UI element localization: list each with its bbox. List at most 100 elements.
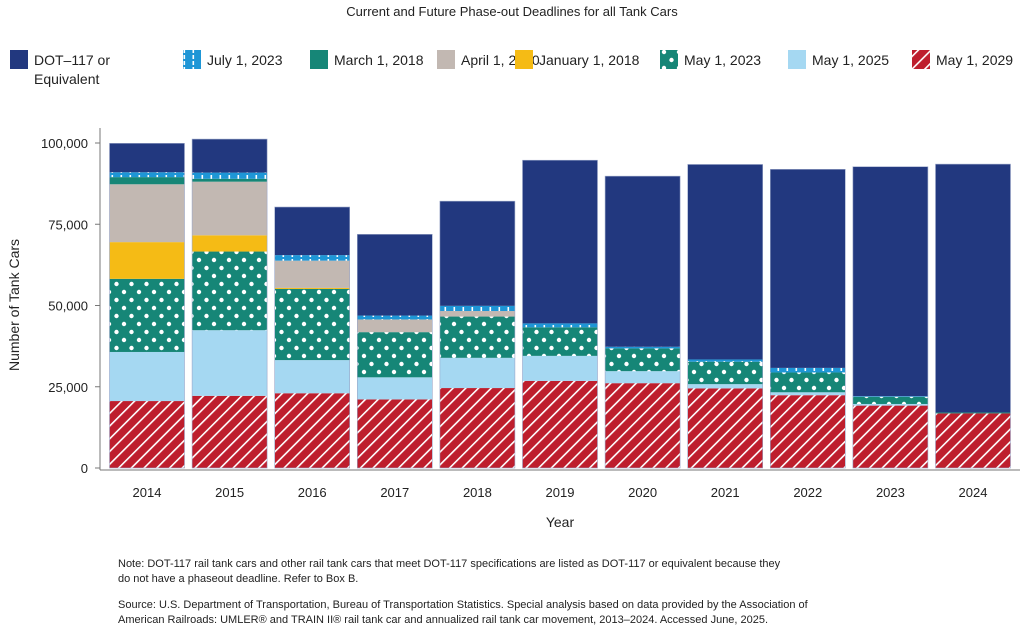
- legend-item-dot-117-or-equivalent: DOT–117 or Equivalent: [10, 50, 110, 87]
- legend-label: March 1, 2018: [334, 52, 424, 68]
- bar-segment-march-1-2018: [192, 178, 268, 182]
- bar-segment-dot-117-or-equivalent: [852, 166, 928, 397]
- bar-segment-dot-117-or-equivalent: [274, 207, 350, 256]
- bar-segment-may-1-2025: [274, 360, 350, 394]
- x-tick-label: 2019: [546, 485, 575, 500]
- bars: [109, 138, 1011, 469]
- bar-segment-july-1-2023: [357, 315, 433, 320]
- bar-segment-may-1-2029: [274, 393, 350, 468]
- bar-segment-april-1-2020: [439, 311, 515, 317]
- bar-segment-dot-117-or-equivalent: [770, 169, 846, 368]
- bar-segment-january-1-2018: [109, 242, 185, 279]
- bar-segment-may-1-2023: [687, 361, 763, 385]
- legend-label: May 1, 2023: [684, 52, 761, 68]
- bar-stack-2023: [852, 166, 929, 469]
- source-line-2: American Railroads: UMLER® and TRAIN II®…: [118, 614, 769, 626]
- bar-segment-may-1-2025: [605, 371, 681, 384]
- x-tick-label: 2024: [959, 485, 988, 500]
- bar-outline: [687, 164, 764, 469]
- legend-swatch: [310, 50, 328, 69]
- bar-stack-2014: [109, 143, 185, 469]
- legend-item-january-1-2018: January 1, 2018: [515, 50, 640, 69]
- bar-segment-march-1-2018: [109, 177, 185, 185]
- y-axis-ticks: 0 25,000 50,000 75,000 100,000: [41, 136, 100, 476]
- bar-stack-2015: [191, 138, 268, 469]
- bar-segment-april-1-2020: [357, 319, 433, 333]
- legend-swatch: [912, 50, 930, 69]
- legend-swatch: [660, 50, 678, 69]
- bar-segment-july-1-2023: [439, 305, 515, 312]
- y-tick-label: 100,000: [41, 136, 88, 151]
- legend-swatch: [515, 50, 533, 69]
- bar-stack-2017: [356, 234, 433, 469]
- bar-outline: [439, 200, 516, 469]
- legend-item-july-1-2023: July 1, 2023: [183, 50, 283, 69]
- bar-outline: [522, 159, 598, 469]
- y-tick-label: 50,000: [48, 299, 88, 314]
- legend-item-may-1-2023: May 1, 2023: [660, 50, 761, 69]
- y-tick-label: 25,000: [48, 380, 88, 395]
- legend-swatch: [183, 50, 201, 69]
- bar-segment-dot-117-or-equivalent: [109, 143, 185, 173]
- bar-outline: [604, 175, 681, 469]
- x-tick-label: 2016: [298, 485, 327, 500]
- bar-stack-2024: [935, 163, 1011, 469]
- bar-segment-january-1-2018: [274, 287, 350, 289]
- x-axis-label: Year: [546, 514, 575, 530]
- bar-stack-2016: [274, 206, 351, 469]
- bar-segment-april-1-2020: [109, 184, 185, 243]
- note-line-2: do not have a phaseout deadline. Refer t…: [118, 573, 359, 585]
- x-tick-label: 2023: [876, 485, 905, 500]
- x-tick-label: 2020: [628, 485, 657, 500]
- bar-stack-2022: [769, 169, 846, 469]
- bar-segment-july-1-2023: [109, 172, 185, 178]
- bar-outline: [274, 206, 351, 469]
- bar-segment-may-1-2029: [935, 413, 1011, 468]
- bar-segment-may-1-2025: [192, 330, 268, 396]
- bar-segment-dot-117-or-equivalent: [935, 164, 1011, 413]
- x-tick-label: 2022: [793, 485, 822, 500]
- bar-segment-may-1-2025: [439, 357, 515, 389]
- bar-segment-may-1-2023: [274, 288, 350, 361]
- legend-label: Equivalent: [34, 71, 99, 87]
- bar-segment-dot-117-or-equivalent: [605, 176, 681, 347]
- bar-stack-2020: [604, 175, 681, 469]
- legend-label: May 1, 2029: [936, 52, 1013, 68]
- x-tick-label: 2021: [711, 485, 740, 500]
- bar-segment-april-1-2020: [192, 181, 268, 236]
- x-tick-label: 2015: [215, 485, 244, 500]
- bar-segment-july-1-2023: [770, 367, 846, 373]
- legend: DOT–117 or Equivalent July 1, 2023 March 1,…: [10, 50, 1013, 87]
- bar-segment-april-1-2020: [274, 260, 350, 288]
- bar-segment-may-1-2025: [357, 377, 433, 400]
- bar-outline: [109, 143, 185, 469]
- bar-segment-may-1-2029: [522, 380, 598, 468]
- source-line-1: Source: U.S. Department of Transportatio…: [118, 599, 808, 611]
- bar-segment-may-1-2023: [522, 327, 598, 356]
- x-axis-ticks: 2014 2015 2016 2017 2018 2019 2020 2021 2022 2023…: [133, 485, 988, 500]
- bar-segment-may-1-2025: [687, 384, 763, 389]
- bar-stack-2021: [687, 164, 764, 469]
- bar-segment-may-1-2029: [109, 401, 185, 468]
- bar-segment-may-1-2023: [605, 348, 681, 372]
- bar-segment-july-1-2023: [522, 323, 598, 328]
- legend-label: DOT–117 or: [34, 52, 110, 68]
- chart-title: Current and Future Phase-out Deadlines f…: [346, 4, 678, 19]
- bar-segment-may-1-2023: [852, 396, 928, 404]
- bar-segment-dot-117-or-equivalent: [522, 160, 598, 324]
- bar-outline: [935, 163, 1011, 469]
- x-tick-label: 2018: [463, 485, 492, 500]
- bar-segment-may-1-2025: [770, 392, 846, 396]
- bar-segment-may-1-2029: [687, 388, 763, 468]
- bar-segment-may-1-2029: [439, 388, 515, 468]
- bar-segment-may-1-2023: [770, 372, 846, 393]
- bar-segment-july-1-2023: [605, 346, 681, 349]
- bar-segment-may-1-2029: [357, 399, 433, 468]
- bar-segment-may-1-2025: [522, 355, 598, 381]
- y-tick-label: 75,000: [48, 217, 88, 232]
- bar-segment-may-1-2029: [605, 383, 681, 468]
- bar-outline: [852, 166, 929, 469]
- bar-outline: [356, 234, 433, 469]
- x-tick-label: 2014: [133, 485, 162, 500]
- bar-outline: [769, 169, 846, 469]
